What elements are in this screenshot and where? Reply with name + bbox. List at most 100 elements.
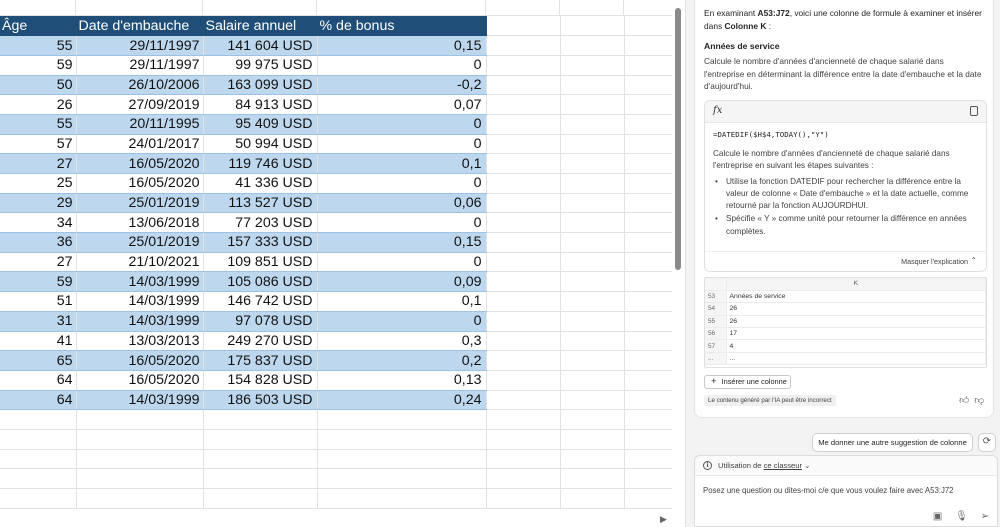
cell-salary[interactable]: 50 994 USD — [203, 134, 318, 155]
empty-cell[interactable] — [560, 94, 625, 115]
cell-age[interactable]: 50 — [0, 75, 77, 96]
empty-cell[interactable] — [486, 390, 561, 411]
cell-salary[interactable]: 99 975 USD — [203, 55, 318, 76]
cell-salary[interactable]: 154 828 USD — [203, 370, 318, 391]
cell-bonus[interactable]: 0 — [317, 311, 487, 332]
empty-cell[interactable] — [560, 153, 625, 174]
empty-cell[interactable] — [317, 409, 487, 430]
cell-date[interactable]: 14/03/1999 — [76, 271, 204, 293]
cell-date[interactable]: 29/11/1997 — [76, 55, 204, 76]
empty-cell[interactable] — [560, 331, 625, 352]
cell-bonus[interactable]: -0,2 — [317, 75, 487, 96]
empty-cell[interactable] — [0, 409, 77, 430]
empty-cell[interactable] — [560, 429, 625, 450]
cell-date[interactable]: 25/01/2019 — [76, 193, 204, 214]
cell-bonus[interactable]: 0 — [317, 134, 487, 155]
empty-cell[interactable] — [624, 370, 677, 391]
empty-cell[interactable] — [486, 252, 561, 273]
empty-cell[interactable] — [560, 232, 625, 253]
cell-date[interactable]: 14/03/1999 — [76, 311, 204, 332]
empty-cell[interactable] — [624, 55, 677, 76]
empty-cell[interactable] — [203, 409, 318, 430]
cell-date[interactable]: 13/03/2013 — [76, 331, 204, 352]
empty-cell[interactable] — [486, 331, 561, 352]
empty-cell[interactable] — [624, 153, 677, 174]
empty-cell[interactable] — [560, 252, 625, 273]
empty-cell[interactable] — [76, 449, 204, 470]
cell-date[interactable]: 14/03/1999 — [76, 390, 204, 411]
cell-salary[interactable]: 249 270 USD — [203, 331, 318, 352]
empty-cell[interactable] — [486, 468, 561, 489]
cell-bonus[interactable]: 0,2 — [317, 350, 487, 371]
empty-cell[interactable] — [624, 173, 677, 194]
empty-cell[interactable] — [624, 212, 677, 234]
horizontal-scrollbar[interactable]: ▶ — [0, 512, 685, 527]
cell-salary[interactable]: 119 746 USD — [203, 153, 318, 174]
empty-cell[interactable] — [560, 449, 625, 470]
empty-cell[interactable] — [203, 449, 318, 470]
empty-cell[interactable] — [624, 409, 677, 430]
column-header[interactable]: Âge — [0, 16, 77, 37]
empty-cell[interactable] — [317, 488, 487, 509]
empty-cell[interactable] — [624, 94, 677, 115]
cell-age[interactable]: 36 — [0, 232, 77, 253]
empty-cell[interactable] — [624, 291, 677, 312]
cell-bonus[interactable]: 0,09 — [317, 271, 487, 293]
cell-bonus[interactable]: 0 — [317, 252, 487, 273]
thumbs-down-icon[interactable]: 👎︎ — [974, 395, 984, 406]
empty-cell[interactable] — [317, 468, 487, 489]
empty-cell[interactable] — [0, 488, 77, 509]
cell-salary[interactable]: 186 503 USD — [203, 390, 318, 411]
cell-salary[interactable]: 77 203 USD — [203, 212, 318, 234]
cell-bonus[interactable]: 0,1 — [317, 291, 487, 312]
empty-cell[interactable] — [560, 212, 625, 234]
cell-date[interactable]: 14/03/1999 — [76, 291, 204, 312]
cell-age[interactable]: 27 — [0, 153, 77, 174]
empty-cell[interactable] — [486, 94, 561, 115]
empty-cell[interactable] — [560, 311, 625, 332]
cell-bonus[interactable]: 0,06 — [317, 193, 487, 214]
cell-bonus[interactable]: 0,24 — [317, 390, 487, 411]
empty-cell[interactable] — [76, 429, 204, 450]
empty-cell[interactable] — [624, 449, 677, 470]
cell-bonus[interactable]: 0,13 — [317, 370, 487, 391]
cell-age[interactable]: 51 — [0, 291, 77, 312]
cell-bonus[interactable]: 0 — [317, 212, 487, 234]
cell-salary[interactable]: 105 086 USD — [203, 271, 318, 293]
cell-salary[interactable]: 141 604 USD — [203, 35, 318, 56]
copy-icon[interactable] — [970, 106, 978, 116]
empty-cell[interactable] — [486, 370, 561, 391]
cell-bonus[interactable]: 0 — [317, 55, 487, 76]
empty-cell[interactable] — [560, 468, 625, 489]
empty-cell[interactable] — [560, 488, 625, 509]
cell-age[interactable]: 31 — [0, 311, 77, 332]
prompt-input[interactable]: Posez une question ou dites-moi c/e que … — [703, 486, 954, 495]
empty-cell[interactable] — [560, 370, 625, 391]
empty-cell[interactable] — [486, 55, 561, 76]
cell-bonus[interactable]: 0,1 — [317, 153, 487, 174]
cell-date[interactable]: 20/11/1995 — [76, 114, 204, 135]
empty-cell[interactable] — [560, 390, 625, 411]
column-header[interactable]: Date d'embauche — [76, 16, 204, 37]
empty-cell[interactable] — [0, 449, 77, 470]
cell-age[interactable]: 65 — [0, 350, 77, 371]
hide-explanation-button[interactable]: Masquer l'explication — [901, 257, 968, 266]
cell-age[interactable]: 64 — [0, 370, 77, 391]
empty-cell[interactable] — [624, 331, 677, 352]
chevron-up-icon[interactable]: ⌃ — [970, 256, 977, 265]
cell-date[interactable]: 16/05/2020 — [76, 173, 204, 194]
empty-cell[interactable] — [76, 468, 204, 489]
cell-date[interactable]: 24/01/2017 — [76, 134, 204, 155]
empty-cell[interactable] — [560, 75, 625, 96]
another-suggestion-button[interactable]: Me donner une autre suggestion de colonn… — [812, 433, 973, 452]
empty-cell[interactable] — [624, 75, 677, 96]
cell-salary[interactable]: 109 851 USD — [203, 252, 318, 273]
cell-date[interactable]: 21/10/2021 — [76, 252, 204, 273]
cell-salary[interactable]: 157 333 USD — [203, 232, 318, 253]
cell-date[interactable]: 27/09/2019 — [76, 94, 204, 115]
scroll-right-icon[interactable]: ▶ — [660, 514, 667, 524]
cell-age[interactable]: 29 — [0, 193, 77, 214]
vertical-scrollbar[interactable] — [672, 0, 685, 510]
empty-cell[interactable] — [624, 271, 677, 293]
empty-cell[interactable] — [560, 35, 625, 56]
